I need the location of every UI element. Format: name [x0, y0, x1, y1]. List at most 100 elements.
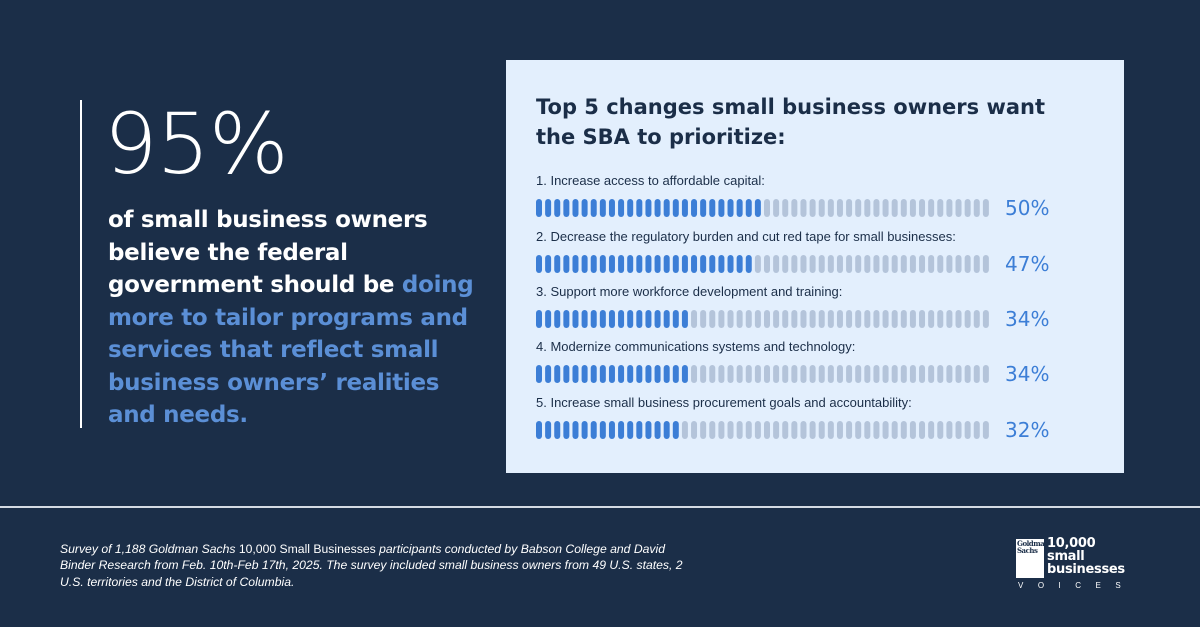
bar-segment-empty — [836, 365, 843, 383]
chart-item-label: 3. Support more workforce development an… — [536, 284, 843, 299]
bar-segment-empty — [882, 421, 889, 439]
chart-value-label: 50% — [1005, 196, 1050, 220]
logo-subtitle: VOICES — [1018, 581, 1136, 590]
bar-segment-empty — [937, 365, 944, 383]
bar-segment-empty — [691, 365, 698, 383]
bar-segment-empty — [928, 255, 935, 273]
bar-segment-empty — [773, 421, 780, 439]
bar-segment-empty — [800, 365, 807, 383]
bar-segment-empty — [882, 255, 889, 273]
bar-segment-empty — [782, 365, 789, 383]
bar-segment-empty — [836, 255, 843, 273]
bar-segment-filled — [736, 199, 743, 217]
chart-bar-svg — [536, 365, 989, 383]
chart-bar — [536, 365, 992, 383]
bar-segment-filled — [709, 199, 716, 217]
chart-value-label: 47% — [1005, 252, 1050, 276]
bar-segment-empty — [882, 310, 889, 328]
bar-segment-empty — [700, 365, 707, 383]
bar-segment-empty — [782, 421, 789, 439]
bar-segment-filled — [727, 255, 734, 273]
bar-segment-filled — [663, 310, 670, 328]
bar-segment-filled — [745, 255, 752, 273]
bar-segment-empty — [937, 421, 944, 439]
bar-segment-empty — [691, 310, 698, 328]
bar-segment-filled — [572, 365, 579, 383]
bar-segment-empty — [891, 365, 898, 383]
bar-segment-empty — [827, 310, 834, 328]
bar-segment-filled — [681, 199, 688, 217]
bar-segment-empty — [709, 310, 716, 328]
bar-segment-empty — [946, 310, 953, 328]
bar-segment-empty — [900, 421, 907, 439]
bar-segment-empty — [873, 199, 880, 217]
bar-segment-filled — [618, 310, 625, 328]
bar-segment-empty — [818, 199, 825, 217]
bar-segment-filled — [563, 365, 570, 383]
bar-segment-empty — [909, 365, 916, 383]
bar-segment-empty — [982, 199, 989, 217]
bar-segment-empty — [864, 255, 871, 273]
bar-segment-empty — [836, 421, 843, 439]
chart-value-label: 34% — [1005, 307, 1050, 331]
bar-segment-empty — [809, 199, 816, 217]
bar-segment-empty — [846, 199, 853, 217]
bar-segment-filled — [627, 421, 634, 439]
bar-segment-filled — [599, 255, 606, 273]
bar-segment-empty — [919, 255, 926, 273]
bar-segment-empty — [791, 199, 798, 217]
bar-segment-filled — [545, 365, 552, 383]
bar-segment-empty — [919, 199, 926, 217]
bar-segment-empty — [955, 365, 962, 383]
bar-segment-empty — [882, 199, 889, 217]
bar-segment-filled — [654, 365, 661, 383]
bar-segment-empty — [800, 310, 807, 328]
bar-segment-empty — [973, 255, 980, 273]
bar-segment-empty — [973, 421, 980, 439]
bar-segment-empty — [864, 199, 871, 217]
bar-segment-filled — [663, 199, 670, 217]
bar-segment-empty — [818, 421, 825, 439]
bar-segment-empty — [919, 310, 926, 328]
bar-segment-empty — [973, 365, 980, 383]
bar-segment-empty — [964, 199, 971, 217]
bar-segment-filled — [654, 199, 661, 217]
bar-segment-filled — [654, 421, 661, 439]
left-vertical-rule — [80, 100, 82, 428]
bar-segment-empty — [928, 365, 935, 383]
bar-segment-filled — [608, 310, 615, 328]
bar-segment-empty — [782, 199, 789, 217]
bar-segment-empty — [745, 365, 752, 383]
bar-segment-empty — [754, 421, 761, 439]
bar-segment-filled — [718, 255, 725, 273]
chart-bar — [536, 421, 992, 439]
bar-segment-empty — [745, 421, 752, 439]
bar-segment-empty — [864, 421, 871, 439]
bar-segment-filled — [663, 421, 670, 439]
headline-text: of small business owners believe the fed… — [108, 204, 488, 432]
chart-bar — [536, 199, 992, 217]
bar-segment-empty — [864, 310, 871, 328]
bar-segment-filled — [554, 199, 561, 217]
bar-segment-empty — [836, 199, 843, 217]
bar-segment-filled — [554, 365, 561, 383]
bar-segment-filled — [681, 365, 688, 383]
bar-segment-empty — [773, 365, 780, 383]
goldman-sachs-10000-small-businesses-logo: Goldman Sachs 10,000 small businesses VO… — [1016, 537, 1146, 591]
bar-segment-empty — [727, 310, 734, 328]
bar-segment-filled — [590, 199, 597, 217]
bar-segment-empty — [891, 199, 898, 217]
bar-segment-filled — [590, 421, 597, 439]
bar-segment-filled — [681, 310, 688, 328]
bar-segment-empty — [946, 365, 953, 383]
bar-segment-empty — [846, 421, 853, 439]
bar-segment-filled — [618, 199, 625, 217]
bar-segment-empty — [946, 255, 953, 273]
bar-segment-empty — [736, 310, 743, 328]
bar-segment-empty — [955, 421, 962, 439]
bar-segment-filled — [554, 255, 561, 273]
bar-segment-filled — [618, 365, 625, 383]
bar-segment-filled — [581, 421, 588, 439]
bar-segment-filled — [581, 310, 588, 328]
bar-segment-filled — [627, 199, 634, 217]
